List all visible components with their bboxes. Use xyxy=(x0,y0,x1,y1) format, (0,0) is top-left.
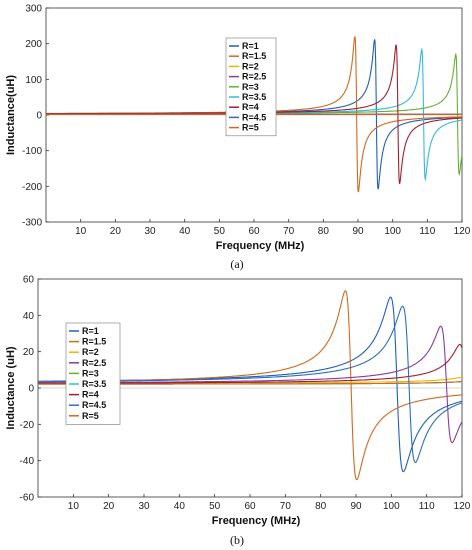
panel-label-a: (a) xyxy=(230,257,243,271)
x-tick-label: 120 xyxy=(454,226,471,237)
x-axis-label: Frequency (MHz) xyxy=(216,240,305,252)
legend-label: R=2.5 xyxy=(242,72,266,82)
legend: R=1R=1.5R=2R=2.5R=3R=3.5R=4R=4.5R=5 xyxy=(65,322,121,425)
legend-label: R=4 xyxy=(242,102,259,112)
legend-label: R=2 xyxy=(82,347,99,357)
x-tick-label: 70 xyxy=(283,226,295,237)
legend-label: R=1 xyxy=(82,326,99,336)
legend-label: R=4.5 xyxy=(82,400,106,410)
y-tick-label: -300 xyxy=(22,218,42,229)
x-tick-label: 110 xyxy=(419,226,435,237)
y-tick-label: 0 xyxy=(36,111,42,122)
x-tick-label: 100 xyxy=(384,226,401,237)
y-tick-label: 40 xyxy=(23,311,35,322)
x-tick-label: 90 xyxy=(350,501,362,512)
legend-label: R=2 xyxy=(242,61,259,71)
legend-label: R=3 xyxy=(242,82,259,92)
panel-label-b: (b) xyxy=(230,533,244,547)
x-axis-label: Frequency (MHz) xyxy=(212,515,301,527)
x-tick-label: 10 xyxy=(68,501,80,512)
y-axis-label: Inductance(uH) xyxy=(5,75,17,155)
x-tick-label: 50 xyxy=(214,226,226,237)
legend-label: R=3.5 xyxy=(82,379,106,389)
y-tick-label: -60 xyxy=(20,493,35,504)
x-tick-label: 80 xyxy=(315,501,327,512)
legend-label: R=5 xyxy=(82,411,99,421)
x-tick-label: 40 xyxy=(179,226,191,237)
x-tick-label: 10 xyxy=(75,226,87,237)
x-tick-label: 20 xyxy=(103,501,115,512)
y-tick-label: -200 xyxy=(22,182,42,193)
legend-label: R=3.5 xyxy=(242,92,266,102)
x-tick-label: 90 xyxy=(352,226,364,237)
y-tick-label: -100 xyxy=(22,146,42,157)
legend-label: R=1.5 xyxy=(82,337,106,347)
x-tick-label: 60 xyxy=(244,501,256,512)
legend-label: R=4 xyxy=(82,390,99,400)
x-tick-label: 110 xyxy=(419,501,435,512)
x-tick-label: 30 xyxy=(138,501,150,512)
x-tick-label: 70 xyxy=(280,501,292,512)
x-tick-label: 60 xyxy=(248,226,260,237)
y-tick-label: 60 xyxy=(23,275,35,286)
legend-label: R=4.5 xyxy=(242,112,266,122)
chart-panel-b: 10 20 30 40 50 60 70 80 90 100 110 120 -60 -40 -20 0 20 4… xyxy=(5,275,471,528)
y-tick-label: -20 xyxy=(20,420,35,431)
y-tick-label: 100 xyxy=(25,75,42,86)
x-tick-label: 20 xyxy=(110,226,122,237)
y-tick-label: 200 xyxy=(25,39,42,50)
x-tick-label: 50 xyxy=(209,501,221,512)
x-tick-label: 100 xyxy=(383,501,400,512)
legend: R=1R=1.5R=2R=2.5R=3R=3.5R=4R=4.5R=5 xyxy=(225,37,277,137)
y-tick-label: 300 xyxy=(25,4,42,15)
y-tick-label: -40 xyxy=(20,456,35,467)
x-tick-label: 40 xyxy=(174,501,186,512)
legend-label: R=3 xyxy=(82,368,99,378)
x-tick-label: 120 xyxy=(454,501,471,512)
y-axis-label: Inductance (uH) xyxy=(5,346,17,429)
legend-label: R=1 xyxy=(242,41,259,51)
x-tick-label: 80 xyxy=(318,226,330,237)
y-tick-label: 20 xyxy=(23,347,35,358)
legend-label: R=5 xyxy=(242,123,259,133)
chart-panel-a: 10 20 30 40 50 60 70 80 90 100 110 120 -300 -200 -100 0… xyxy=(5,4,471,253)
y-tick-label: 0 xyxy=(28,384,34,395)
x-tick-label: 30 xyxy=(144,226,156,237)
legend-label: R=1.5 xyxy=(242,51,266,61)
legend-label: R=2.5 xyxy=(82,358,106,368)
